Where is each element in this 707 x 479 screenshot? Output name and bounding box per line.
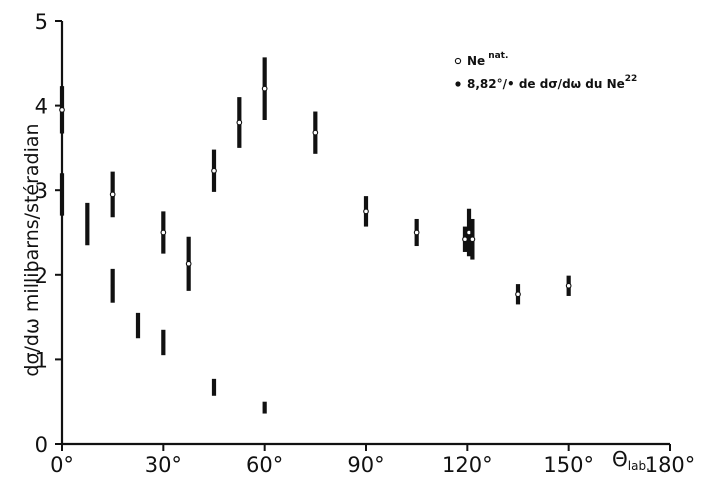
data-point — [110, 283, 115, 288]
legend-open-marker — [454, 57, 462, 65]
y-tick-label: 1 — [35, 348, 48, 372]
data-point — [261, 85, 268, 92]
legend: Ne nat. 8,82°/• de dσ/dω du Ne22 — [454, 51, 637, 91]
legend-filled-marker — [455, 81, 461, 87]
data-point — [60, 192, 64, 197]
data-point — [185, 260, 192, 267]
data-point — [515, 291, 521, 298]
data-point — [85, 222, 90, 226]
series-ne-nat — [59, 57, 572, 305]
legend-filled-text: 8,82°/• de dσ/dω du Ne — [467, 77, 625, 91]
data-point — [109, 191, 116, 198]
data-point — [462, 236, 468, 243]
series-ne22 — [59, 173, 267, 414]
legend-filled-label: 8,82°/• de dσ/dω du Ne22 — [467, 74, 637, 91]
x-tick-label: 30° — [145, 453, 182, 477]
data-point — [312, 129, 319, 136]
legend-open-text: Ne — [467, 54, 485, 68]
ticks: 0 1 2 3 4 5 0° 30° 60° 90° 120° 150° 180° — [35, 10, 696, 477]
data-point — [413, 229, 420, 236]
x-tick-label: 120° — [442, 453, 493, 477]
data-point — [160, 229, 167, 236]
x-tick-label: 90° — [347, 453, 384, 477]
legend-open-label: Ne nat. — [467, 51, 508, 68]
x-tick-label: 60° — [246, 453, 283, 477]
legend-open-sup: nat. — [488, 51, 508, 61]
y-axis-label: dσ/dω millibarns/stéradian — [21, 123, 43, 376]
data-point — [363, 208, 369, 215]
y-tick-label: 0 — [35, 433, 48, 457]
x-tick-label: 180° — [645, 453, 696, 477]
data-point — [136, 323, 140, 328]
data-point — [59, 106, 65, 113]
x-axis-label: Θlab. — [612, 447, 650, 473]
data-point — [211, 167, 217, 174]
y-tick-label: 2 — [35, 264, 48, 288]
data-marks — [59, 57, 572, 414]
data-point — [565, 282, 572, 289]
y-tick-label: 3 — [35, 179, 48, 203]
y-tick-label: 4 — [35, 95, 48, 119]
data-point — [262, 405, 267, 410]
legend-filled-sup: 22 — [625, 74, 638, 84]
data-point — [161, 340, 166, 345]
x-axis-label-sub: lab. — [628, 459, 650, 473]
data-point — [236, 119, 243, 126]
y-tick-label: 5 — [35, 10, 48, 34]
data-point — [212, 385, 216, 390]
x-axis-label-main: Θ — [612, 447, 628, 471]
x-tick-label: 150° — [543, 453, 594, 477]
data-point — [469, 236, 476, 243]
x-tick-label: 0° — [50, 453, 74, 477]
